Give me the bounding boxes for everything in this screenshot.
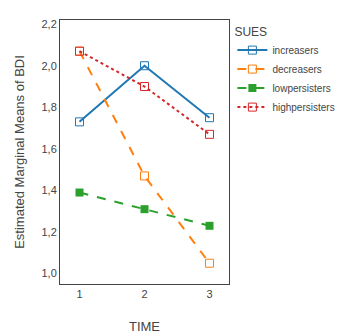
svg-text:lowpersisters: lowpersisters bbox=[272, 83, 330, 94]
svg-text:decreasers: decreasers bbox=[272, 64, 321, 75]
svg-text:1,0: 1,0 bbox=[42, 267, 57, 279]
svg-text:2,2: 2,2 bbox=[42, 18, 57, 30]
svg-text:1,4: 1,4 bbox=[42, 184, 57, 196]
svg-text:SUES: SUES bbox=[234, 25, 267, 39]
svg-text:1,8: 1,8 bbox=[42, 101, 57, 113]
svg-text:highpersisters: highpersisters bbox=[272, 102, 334, 113]
svg-text:TIME: TIME bbox=[129, 319, 160, 334]
svg-text:1: 1 bbox=[76, 288, 82, 300]
svg-text:increasers: increasers bbox=[272, 45, 318, 56]
svg-text:1,2: 1,2 bbox=[42, 226, 57, 238]
svg-text:2,0: 2,0 bbox=[42, 60, 57, 72]
svg-text:2: 2 bbox=[141, 288, 147, 300]
svg-text:1,6: 1,6 bbox=[42, 143, 57, 155]
svg-text:3: 3 bbox=[206, 288, 212, 300]
svg-text:Estimated Marginal Means of BD: Estimated Marginal Means of BDI bbox=[12, 55, 27, 249]
